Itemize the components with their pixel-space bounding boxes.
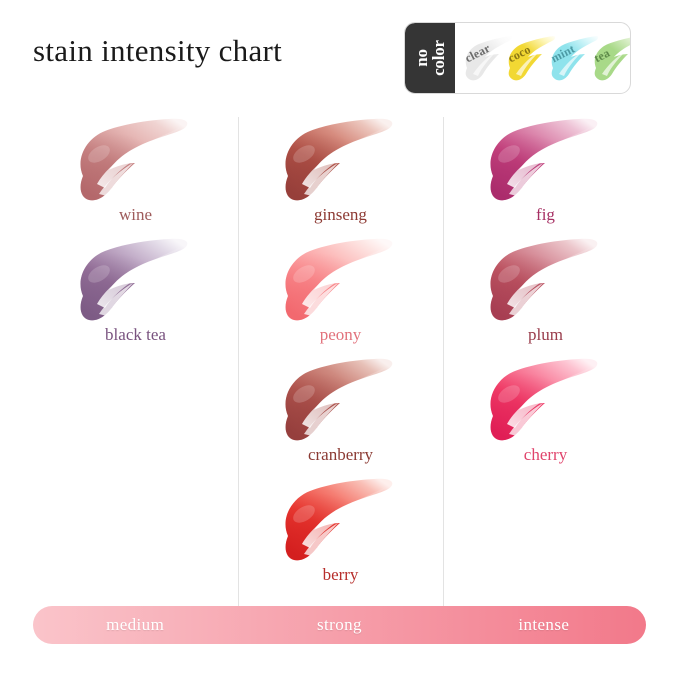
no-color-badge: color no clear coco bbox=[404, 22, 631, 94]
swatch-label-black-tea: black tea bbox=[105, 325, 166, 344]
swatch-cell-plum[interactable]: plum bbox=[443, 232, 648, 352]
no-color-swatch-strip: clear coco mint bbox=[455, 23, 630, 93]
column-divider-2 bbox=[443, 117, 444, 612]
page-title: stain intensity chart bbox=[33, 33, 283, 68]
intensity-label-strong: strong bbox=[317, 615, 362, 634]
swatch-blob-coco bbox=[502, 32, 556, 86]
swatch-cell-peony[interactable]: peony bbox=[238, 232, 443, 352]
swatch-label-cherry: cherry bbox=[523, 445, 568, 464]
swatch-label-cranberry: cranberry bbox=[307, 445, 374, 464]
swatch-cell-black-tea[interactable]: black tea bbox=[33, 232, 238, 352]
swatch-smear-plum bbox=[475, 234, 605, 329]
swatch-smear-berry bbox=[270, 474, 400, 569]
swatch-column-medium: wine bbox=[33, 112, 238, 352]
no-color-swatch-coco: coco bbox=[502, 32, 556, 86]
swatch-smear-peony bbox=[270, 234, 400, 329]
intensity-label-medium: medium bbox=[106, 615, 165, 634]
swatch-cell-wine[interactable]: wine bbox=[33, 112, 238, 232]
no-color-swatch-mint: mint bbox=[545, 32, 599, 86]
swatch-label-wine: wine bbox=[118, 205, 153, 224]
intensity-label-intense: intense bbox=[518, 615, 570, 634]
swatch-smear-ginseng bbox=[270, 114, 400, 209]
intensity-bar: medium strong intense bbox=[33, 606, 646, 644]
swatch-smear-wine bbox=[65, 114, 195, 209]
swatch-cell-fig[interactable]: fig bbox=[443, 112, 648, 232]
no-color-swatch-tea: tea bbox=[588, 32, 630, 86]
swatch-blob-tea bbox=[588, 32, 630, 86]
swatch-label-ginseng: ginseng bbox=[314, 205, 367, 224]
no-color-swatch-clear: clear bbox=[459, 32, 513, 86]
swatch-cell-ginseng[interactable]: ginseng bbox=[238, 112, 443, 232]
swatch-label-fig: fig bbox=[536, 205, 555, 224]
no-color-label-no: no bbox=[411, 49, 431, 67]
no-color-label-color: color bbox=[428, 40, 448, 76]
swatch-label-plum: plum bbox=[528, 325, 563, 344]
swatch-column-intense: fig bbox=[443, 112, 648, 472]
swatch-cell-cranberry[interactable]: cranberry bbox=[238, 352, 443, 472]
column-divider-1 bbox=[238, 117, 239, 612]
swatch-label-berry: berry bbox=[322, 565, 359, 584]
swatch-blob-mint bbox=[545, 32, 599, 86]
swatch-cell-cherry[interactable]: cherry bbox=[443, 352, 648, 472]
swatch-label-peony: peony bbox=[319, 325, 362, 344]
swatch-column-strong: ginseng bbox=[238, 112, 443, 592]
swatch-cell-berry[interactable]: berry bbox=[238, 472, 443, 592]
swatch-smear-cranberry bbox=[270, 354, 400, 449]
swatch-blob-clear bbox=[459, 32, 513, 86]
no-color-block: color no bbox=[405, 23, 455, 93]
swatch-smear-cherry bbox=[475, 354, 605, 449]
swatch-smear-black-tea bbox=[65, 234, 195, 329]
swatch-smear-fig bbox=[475, 114, 605, 209]
